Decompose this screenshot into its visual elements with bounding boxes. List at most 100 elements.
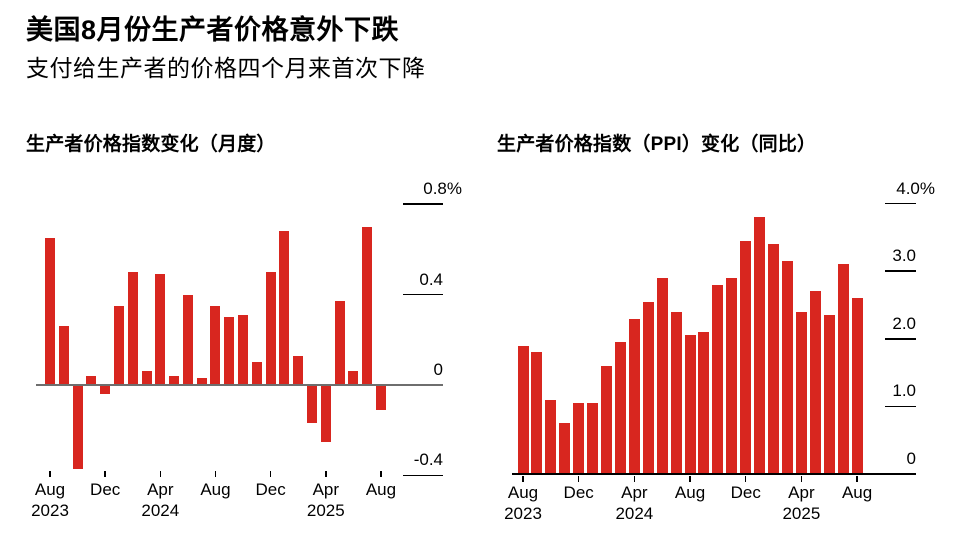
x-tick-mark [633, 476, 636, 482]
x-tick-month: Dec [563, 483, 594, 502]
bar-jun-2024 [656, 277, 668, 474]
y-tick-label: 0.4 [419, 269, 443, 289]
x-tick-mark [104, 471, 106, 477]
x-tick-mark [800, 476, 803, 482]
bar-aug-2024 [210, 305, 221, 385]
bar-apr-2024 [155, 274, 166, 385]
y-tick-label: 4.0% [896, 178, 935, 198]
y-tick-line [403, 293, 443, 296]
y-tick-label: 3.0 [892, 246, 916, 266]
bar-jul-2024 [196, 378, 207, 385]
x-tick-mark [577, 476, 580, 482]
x-tick-month: Dec [255, 480, 286, 499]
x-tick-mark [689, 476, 691, 482]
y-tick-label: 1.0 [892, 381, 916, 401]
bar-jul-2025 [837, 264, 849, 474]
y-tick-label: 2.0 [892, 313, 916, 333]
page-subtitle: 支付给生产者的价格四个月来首次下降 [26, 55, 426, 81]
bar-dec-2023 [100, 385, 111, 395]
y-tick-line [885, 202, 916, 205]
x-tick-mark [744, 476, 747, 482]
bar-feb-2024 [601, 365, 613, 474]
bar-nov-2024 [251, 362, 262, 385]
bar-nov-2024 [726, 277, 738, 474]
bar-aug-2023 [45, 238, 55, 385]
x-tick-month: Aug [674, 483, 706, 502]
y-tick-line [885, 405, 916, 408]
y-tick-label: 0 [906, 449, 916, 468]
bar-feb-2025 [768, 244, 780, 474]
x-tick-mark [214, 471, 217, 477]
x-tick-year: 2023 [31, 501, 69, 520]
bar-jun-2024 [182, 294, 193, 385]
bar-aug-2025 [375, 385, 386, 410]
x-tick-year: 2024 [615, 504, 654, 523]
x-tick-month: Dec [730, 483, 761, 502]
zero-baseline [36, 384, 443, 386]
x-tick-year: 2024 [141, 501, 180, 520]
y-tick-line [403, 203, 443, 205]
x-tick-mark [856, 476, 858, 482]
bar-aug-2025 [851, 298, 863, 474]
bar-may-2024 [169, 375, 180, 385]
bar-dec-2024 [740, 240, 752, 474]
x-tick-month: Aug [841, 483, 873, 502]
bar-mar-2024 [141, 371, 152, 385]
bar-nov-2023 [559, 423, 571, 474]
x-tick-month: Apr [621, 483, 648, 502]
bar-jan-2024 [113, 305, 124, 385]
yoy-chart-title: 生产者价格指数（PPI）变化（同比） [497, 134, 817, 155]
bar-sep-2024 [698, 332, 710, 474]
x-tick-year: 2025 [306, 501, 345, 520]
bar-sep-2023 [531, 352, 543, 474]
x-tick-month: Aug [507, 483, 539, 502]
bar-oct-2023 [545, 399, 557, 474]
y-tick-line [885, 338, 916, 340]
bar-nov-2023 [86, 375, 97, 385]
bar-apr-2025 [320, 385, 331, 442]
bar-jul-2024 [670, 311, 682, 474]
x-tick-mark [325, 471, 327, 477]
y-tick-line [403, 474, 443, 477]
bar-sep-2023 [58, 326, 69, 385]
bar-mar-2025 [307, 385, 317, 424]
bar-oct-2024 [712, 284, 724, 474]
bar-feb-2024 [127, 272, 138, 385]
bar-jul-2025 [362, 226, 373, 385]
monthly-chart-title: 生产者价格指数变化（月度） [26, 134, 276, 155]
x-tick-month: Apr [788, 483, 815, 502]
x-tick-mark [269, 471, 272, 477]
y-tick-label: 0.8% [423, 179, 462, 199]
page-title: 美国8月份生产者价格意外下跌 [26, 15, 400, 45]
y-tick-label: -0.4 [413, 450, 443, 470]
bar-feb-2025 [293, 355, 304, 385]
y-tick-line [885, 270, 916, 272]
bar-dec-2024 [265, 272, 276, 385]
bar-may-2025 [334, 301, 345, 385]
bar-apr-2024 [628, 318, 640, 474]
bar-mar-2024 [614, 342, 626, 474]
zero-baseline [512, 473, 916, 475]
bar-jan-2025 [279, 231, 290, 385]
bar-apr-2025 [795, 311, 807, 474]
x-tick-month: Apr [147, 480, 174, 499]
x-tick-year: 2025 [782, 504, 821, 523]
bar-may-2025 [809, 291, 821, 474]
bar-aug-2024 [684, 335, 696, 474]
x-tick-mark [49, 471, 51, 477]
bar-jan-2025 [754, 217, 766, 474]
x-tick-mark [522, 476, 524, 482]
x-tick-month: Apr [312, 480, 340, 499]
x-tick-year: 2023 [504, 504, 542, 523]
bar-jun-2025 [823, 315, 835, 474]
bar-oct-2023 [72, 385, 83, 469]
y-tick-label: 0 [433, 360, 443, 379]
x-tick-month: Dec [90, 480, 121, 499]
bar-jan-2024 [587, 403, 599, 474]
bar-sep-2024 [224, 317, 235, 385]
bar-aug-2023 [517, 345, 529, 474]
bar-may-2024 [642, 301, 654, 474]
